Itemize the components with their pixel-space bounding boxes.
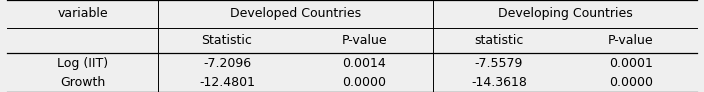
Text: 0.0000: 0.0000 — [609, 76, 653, 89]
Text: -14.3618: -14.3618 — [471, 76, 527, 89]
Text: -12.4801: -12.4801 — [199, 76, 255, 89]
Text: Log (IIT): Log (IIT) — [57, 56, 108, 70]
Text: 0.0001: 0.0001 — [609, 56, 653, 70]
Text: P-value: P-value — [608, 34, 654, 47]
Text: P-value: P-value — [341, 34, 387, 47]
Text: variable: variable — [58, 7, 108, 20]
Text: -7.5579: -7.5579 — [474, 56, 523, 70]
Text: 0.0000: 0.0000 — [342, 76, 386, 89]
Text: Developing Countries: Developing Countries — [498, 7, 632, 20]
Text: Statistic: Statistic — [201, 34, 253, 47]
Text: -7.2096: -7.2096 — [203, 56, 251, 70]
Text: 0.0014: 0.0014 — [342, 56, 386, 70]
Text: statistic: statistic — [474, 34, 524, 47]
Text: Developed Countries: Developed Countries — [230, 7, 361, 20]
Text: Growth: Growth — [60, 76, 106, 89]
